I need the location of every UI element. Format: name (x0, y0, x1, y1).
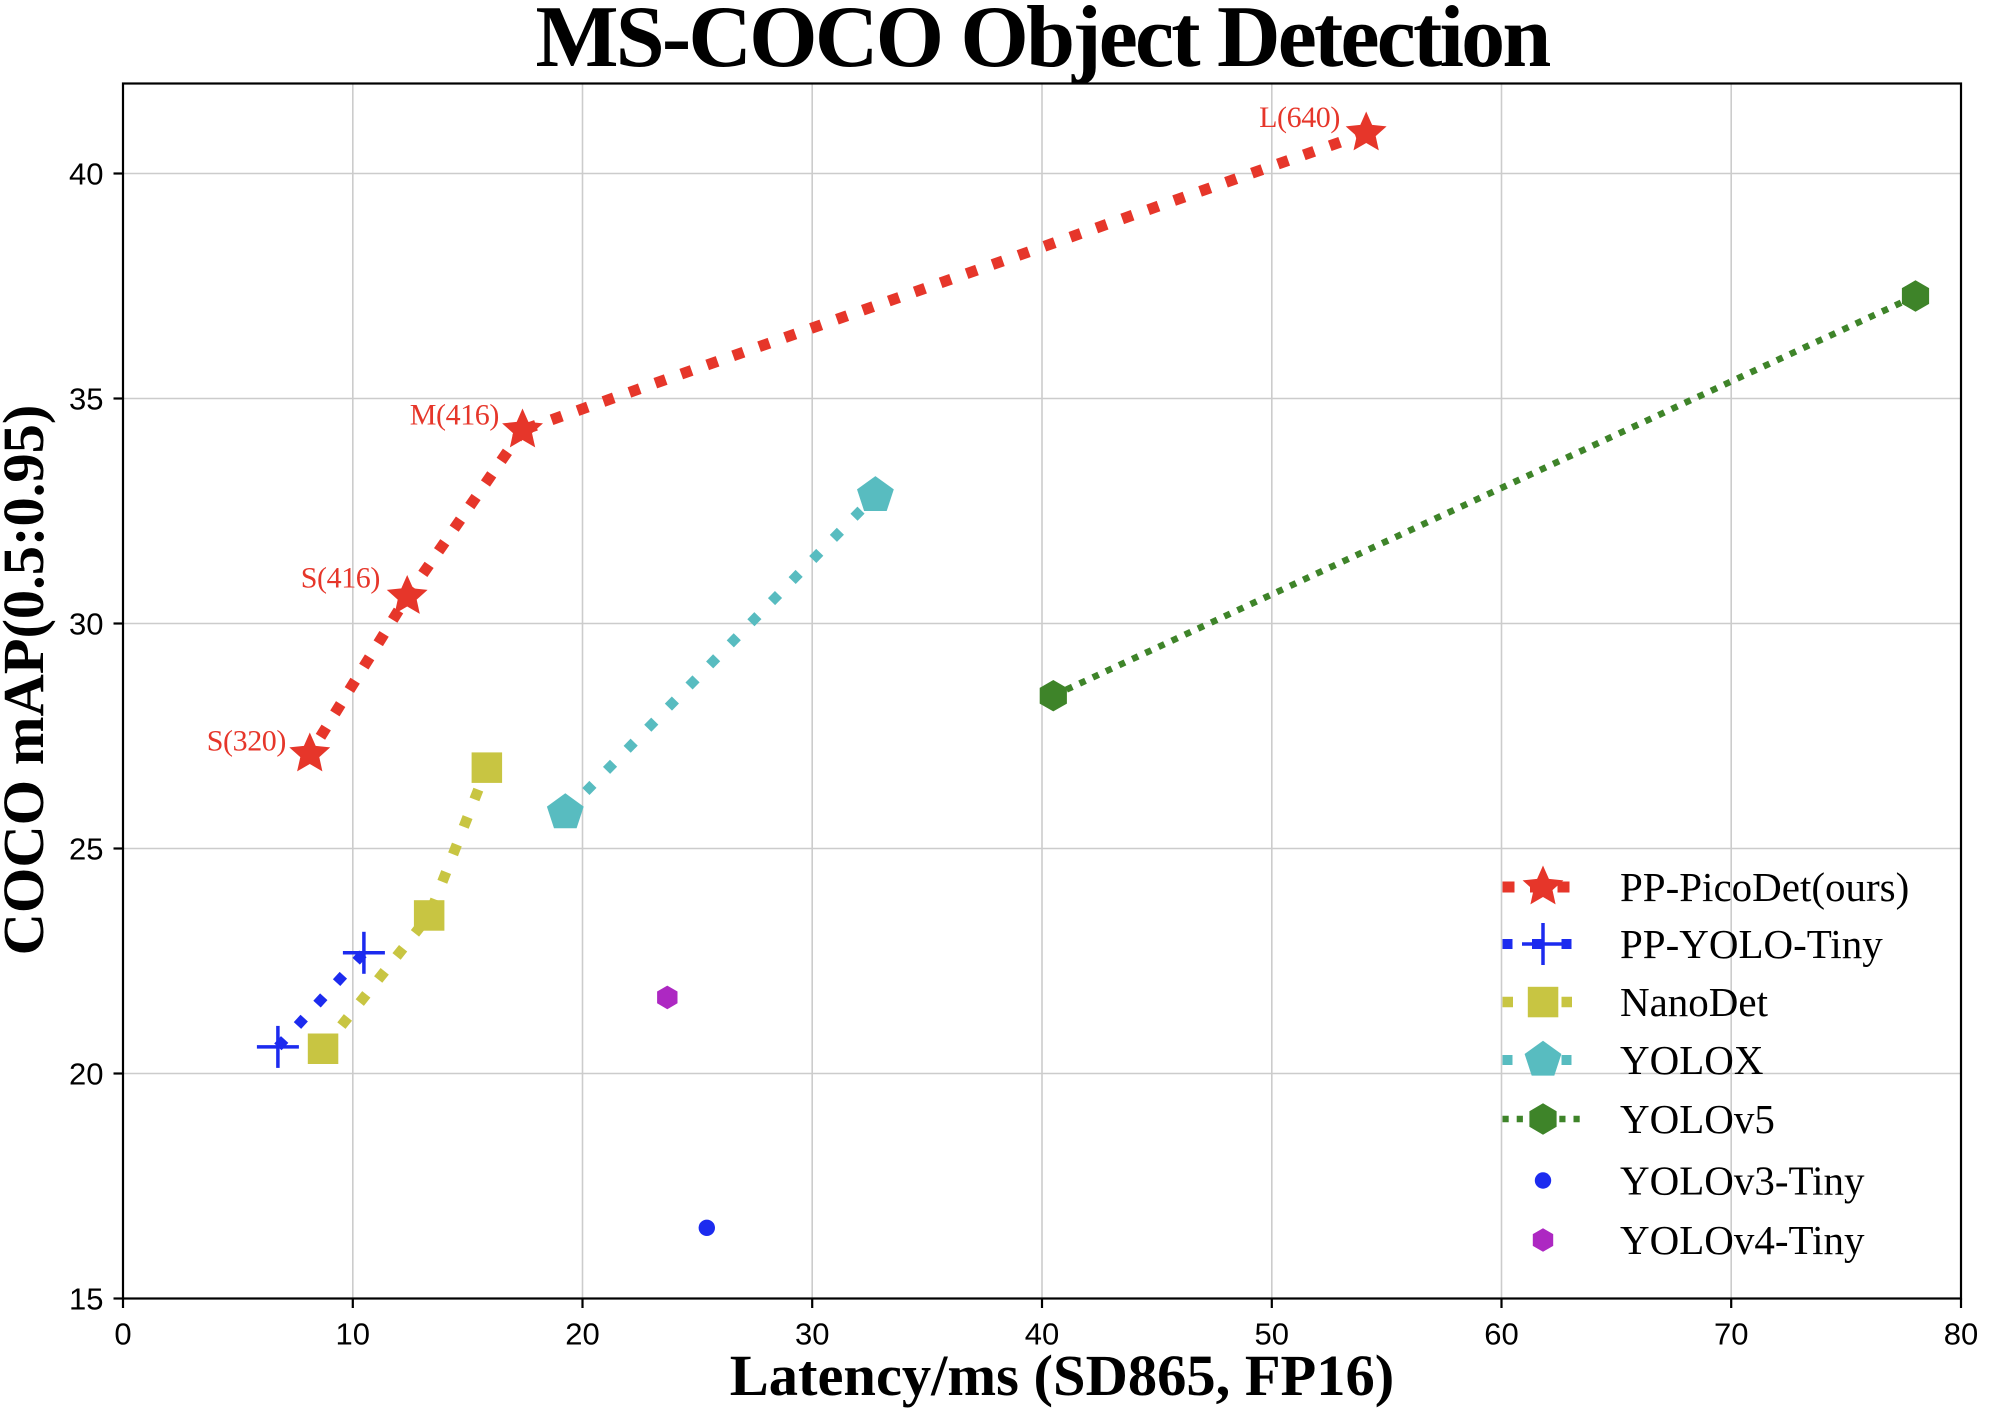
svg-text:YOLOv5: YOLOv5 (1620, 1096, 1775, 1142)
svg-text:80: 80 (1944, 1317, 1978, 1352)
svg-text:35: 35 (69, 382, 103, 417)
svg-text:YOLOv3-Tiny: YOLOv3-Tiny (1620, 1157, 1865, 1203)
svg-text:40: 40 (1025, 1317, 1059, 1352)
svg-text:30: 30 (795, 1317, 829, 1352)
svg-text:10: 10 (336, 1317, 370, 1352)
svg-text:M(416): M(416) (410, 399, 499, 432)
svg-text:Latency/ms (SD865, FP16): Latency/ms (SD865, FP16) (730, 1343, 1395, 1408)
svg-text:COCO mAP(0.5:0.95): COCO mAP(0.5:0.95) (0, 405, 56, 956)
svg-text:15: 15 (69, 1282, 103, 1317)
svg-text:PP-YOLO-Tiny: PP-YOLO-Tiny (1620, 921, 1883, 967)
svg-text:MS-COCO Object Detection: MS-COCO Object Detection (536, 0, 1551, 86)
svg-text:50: 50 (1255, 1317, 1289, 1352)
svg-text:L(640): L(640) (1259, 101, 1340, 134)
svg-text:S(320): S(320) (207, 725, 286, 758)
svg-text:25: 25 (69, 832, 103, 867)
svg-text:0: 0 (114, 1317, 131, 1352)
svg-text:YOLOX: YOLOX (1620, 1037, 1763, 1083)
svg-text:20: 20 (69, 1057, 103, 1092)
svg-text:40: 40 (69, 157, 103, 192)
svg-text:PP-PicoDet(ours): PP-PicoDet(ours) (1620, 864, 1909, 910)
svg-text:20: 20 (565, 1317, 599, 1352)
svg-text:30: 30 (69, 607, 103, 642)
svg-text:NanoDet: NanoDet (1620, 979, 1769, 1025)
svg-text:60: 60 (1484, 1317, 1518, 1352)
svg-text:YOLOv4-Tiny: YOLOv4-Tiny (1620, 1217, 1865, 1263)
svg-text:S(416): S(416) (301, 562, 380, 595)
svg-text:70: 70 (1714, 1317, 1748, 1352)
